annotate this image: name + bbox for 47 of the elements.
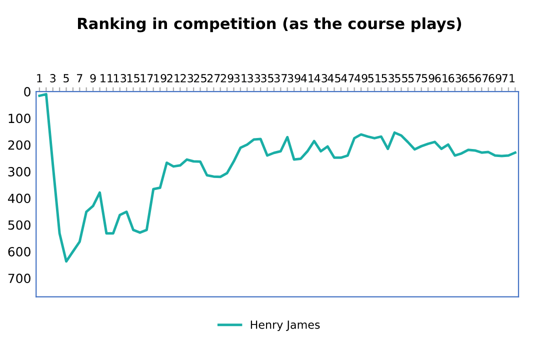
x-tick-label: 51 — [368, 74, 381, 82]
x-tick-label: 29 — [220, 74, 234, 82]
x-tick-label: 61 — [435, 74, 448, 82]
x-tick-label: 71 — [502, 74, 515, 82]
x-tick-label: 47 — [341, 74, 354, 82]
x-tick-label: 23 — [180, 74, 194, 82]
y-tick-label: 400 — [8, 194, 30, 204]
x-tick-label: 43 — [314, 74, 328, 82]
x-tick-label: 15 — [127, 74, 140, 82]
x-tick-label: 63 — [448, 74, 462, 82]
y-tick-label: 700 — [8, 274, 30, 284]
x-tick-label: 21 — [167, 74, 180, 82]
x-tick-label: 55 — [395, 74, 408, 82]
x-tick-label: 37 — [274, 74, 287, 82]
legend-label: Henry James — [250, 320, 320, 332]
x-tick-label: 27 — [207, 74, 220, 82]
x-tick-label: 3 — [50, 74, 56, 82]
x-tick-label: 5 — [64, 74, 69, 82]
y-tick-label: 100 — [8, 114, 30, 124]
x-tick-label: 45 — [328, 74, 340, 82]
x-tick-label: 19 — [154, 74, 166, 82]
x-tick-label: 65 — [462, 74, 474, 82]
y-tick-label: 600 — [8, 246, 30, 256]
y-tick-label: 200 — [8, 140, 30, 150]
x-tick-label: 53 — [382, 74, 394, 82]
x-tick-label: 7 — [77, 74, 82, 82]
y-tick-label: 0 — [24, 86, 30, 96]
x-tick-label: 67 — [475, 74, 488, 82]
chart-title: Ranking in competition (as the course plays) — [78, 17, 462, 32]
x-tick-label: 17 — [140, 74, 153, 82]
x-tick-label: 9 — [90, 74, 96, 82]
x-tick-label: 33 — [248, 74, 260, 82]
y-tick-label: 500 — [8, 220, 30, 230]
x-tick-label: 69 — [488, 74, 502, 82]
x-tick-label: 49 — [354, 74, 368, 82]
line-series — [38, 92, 516, 263]
x-tick-label: 39 — [288, 74, 300, 82]
x-tick-label: 25 — [194, 74, 206, 82]
x-tick-label: 11 — [100, 74, 113, 82]
x-tick-label: 41 — [300, 74, 314, 82]
y-tick-label: 300 — [8, 166, 30, 176]
x-tick-label: 13 — [114, 74, 126, 82]
x-tick-label: 35 — [261, 74, 274, 82]
x-tick-label: 1 — [37, 74, 42, 82]
x-tick-label: 59 — [422, 74, 434, 82]
x-tick-label: 57 — [408, 74, 421, 82]
x-tick-label: 31 — [234, 74, 247, 82]
